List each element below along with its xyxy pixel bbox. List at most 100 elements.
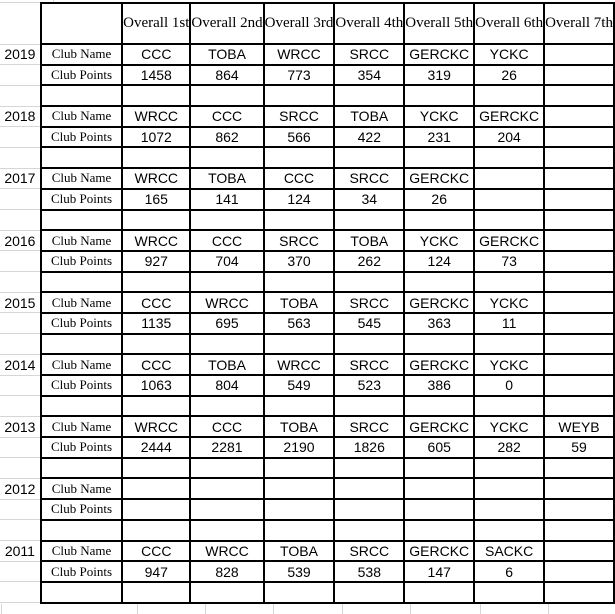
club-points-cell: 165 bbox=[121, 187, 192, 211]
club-name-cell: GERCKC bbox=[473, 105, 546, 128]
year-column-empty-cell bbox=[0, 126, 41, 148]
row-label-cell: Club Points bbox=[39, 187, 124, 211]
club-name-cell bbox=[189, 477, 265, 501]
header-row: Overall 1st Overall 2nd Overall 3rd Overall… bbox=[0, 2, 615, 45]
club-name-cell: GERCKC bbox=[403, 415, 476, 439]
club-name-cell: SRCC bbox=[333, 539, 406, 563]
year-column-empty-cell bbox=[0, 85, 41, 107]
club-points-cell bbox=[543, 498, 615, 521]
club-name-cell: WRCC bbox=[262, 43, 336, 66]
spacer-row bbox=[0, 84, 615, 108]
club-name-cell bbox=[333, 477, 406, 501]
club-name-cell bbox=[121, 477, 192, 501]
spacer-label-cell bbox=[39, 580, 124, 604]
club-name-cell: WEYB bbox=[543, 415, 615, 439]
spacer-cell bbox=[403, 394, 476, 418]
year-label: 2014 bbox=[0, 354, 41, 376]
club-name-cell: SRCC bbox=[333, 167, 406, 190]
row-label-cell: Club Name bbox=[39, 105, 124, 128]
club-points-cell: 773 bbox=[262, 63, 336, 87]
club-points-cell: 231 bbox=[403, 125, 476, 149]
club-name-cell: TOBA bbox=[262, 539, 336, 563]
spacer-cell bbox=[121, 456, 192, 480]
club-name-cell: WRCC bbox=[189, 291, 265, 314]
corner-cell bbox=[0, 3, 41, 45]
year-column-empty-cell bbox=[0, 250, 41, 273]
club-points-cell: 862 bbox=[189, 125, 265, 149]
club-points-cell: 539 bbox=[262, 560, 336, 583]
spacer-cell bbox=[333, 394, 406, 418]
spacer-cell bbox=[333, 146, 406, 170]
row-label-cell: Club Points bbox=[39, 311, 124, 335]
row-label-cell: Club Name bbox=[39, 477, 124, 501]
spacer-cell bbox=[403, 518, 476, 542]
spacer-cell bbox=[262, 580, 336, 604]
club-name-row: 2011 Club Name CCC WRCC TOBA SRCC GERCKC SACKC bbox=[0, 539, 615, 563]
column-gridline-stub bbox=[410, 604, 411, 614]
row-label-cell: Club Points bbox=[39, 125, 124, 149]
spacer-cell bbox=[189, 518, 265, 542]
spacer-row bbox=[0, 518, 615, 542]
club-name-cell: CCC bbox=[121, 43, 192, 66]
club-name-cell bbox=[473, 477, 546, 501]
year-column-empty-cell bbox=[0, 147, 41, 169]
club-name-cell: GERCKC bbox=[403, 291, 476, 314]
spacer-row bbox=[0, 270, 615, 294]
spacer-cell bbox=[333, 84, 406, 108]
club-name-cell bbox=[543, 477, 615, 501]
club-name-cell: YCKC bbox=[473, 353, 546, 376]
column-header-overall-5: Overall 5th bbox=[403, 2, 476, 45]
column-header-overall-4: Overall 4th bbox=[333, 2, 406, 45]
club-points-cell: 605 bbox=[403, 436, 476, 459]
club-name-cell: GERCKC bbox=[403, 167, 476, 190]
spacer-cell bbox=[403, 456, 476, 480]
year-label: 2013 bbox=[0, 416, 41, 438]
spacer-label-cell bbox=[39, 518, 124, 542]
spacer-cell bbox=[403, 84, 476, 108]
club-points-row: Club Points 1135 695 563 545 363 11 bbox=[0, 311, 615, 335]
year-label: 2011 bbox=[0, 540, 41, 562]
club-name-cell: TOBA bbox=[189, 353, 265, 376]
club-name-row: 2012 Club Name bbox=[0, 477, 615, 501]
club-points-cell bbox=[262, 498, 336, 521]
row-label-cell: Club Points bbox=[39, 374, 124, 397]
spacer-cell bbox=[473, 456, 546, 480]
year-label: 2017 bbox=[0, 168, 41, 190]
club-points-cell bbox=[543, 374, 615, 397]
club-name-cell bbox=[473, 167, 546, 190]
club-points-cell bbox=[189, 498, 265, 521]
year-column-empty-cell bbox=[0, 375, 41, 397]
club-points-row: Club Points 1458 864 773 354 319 26 bbox=[0, 63, 615, 87]
club-points-cell: 864 bbox=[189, 63, 265, 87]
club-name-row: 2015 Club Name CCC WRCC TOBA SRCC GERCKC YCKC bbox=[0, 291, 615, 314]
club-points-cell: 354 bbox=[333, 63, 406, 87]
club-name-cell: WRCC bbox=[121, 415, 192, 439]
year-column-empty-cell bbox=[0, 499, 41, 521]
club-points-cell: 73 bbox=[473, 249, 546, 273]
club-name-cell: YCKC bbox=[473, 43, 546, 66]
spacer-cell bbox=[121, 84, 192, 108]
club-name-cell: SRCC bbox=[333, 353, 406, 376]
spacer-row bbox=[0, 332, 615, 356]
spacer-label-cell bbox=[39, 208, 124, 232]
spacer-cell bbox=[189, 332, 265, 356]
spacer-cell bbox=[333, 208, 406, 232]
column-gridline-stub bbox=[273, 604, 274, 614]
spacer-cell bbox=[543, 518, 615, 542]
year-column-empty-cell bbox=[0, 188, 41, 210]
spacer-cell bbox=[262, 270, 336, 294]
club-points-cell: 26 bbox=[473, 63, 546, 87]
row-label-cell: Club Name bbox=[39, 229, 124, 252]
club-points-row: Club Points bbox=[0, 498, 615, 521]
club-points-cell: 6 bbox=[473, 560, 546, 583]
spacer-cell bbox=[543, 580, 615, 604]
club-points-cell bbox=[333, 498, 406, 521]
spacer-label-cell bbox=[39, 332, 124, 356]
spacer-cell bbox=[543, 270, 615, 294]
club-points-cell: 538 bbox=[333, 560, 406, 583]
spacer-cell bbox=[403, 208, 476, 232]
spacer-cell bbox=[473, 518, 546, 542]
club-name-cell: CCC bbox=[189, 415, 265, 439]
club-points-cell bbox=[473, 187, 546, 211]
